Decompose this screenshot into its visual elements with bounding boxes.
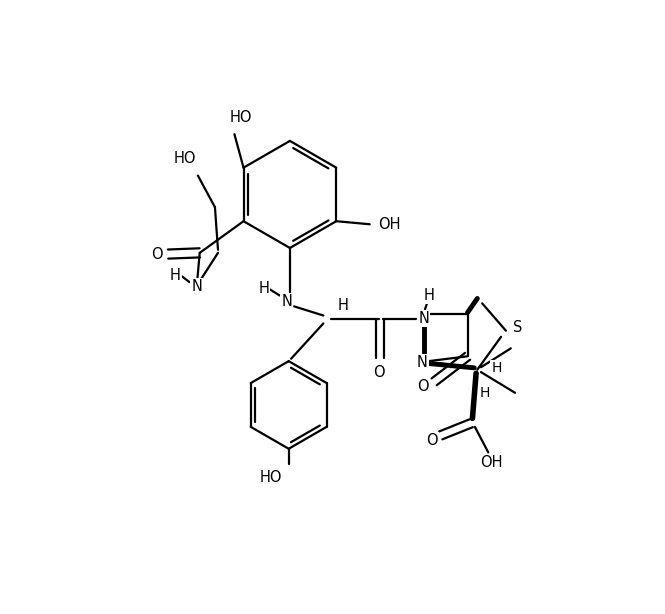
Text: O: O — [152, 247, 163, 262]
Text: H: H — [338, 298, 349, 313]
Text: OH: OH — [480, 455, 503, 470]
Text: N: N — [281, 294, 293, 309]
Text: HO: HO — [229, 111, 252, 125]
Text: OH: OH — [378, 217, 401, 231]
Text: N: N — [417, 355, 428, 370]
Text: HO: HO — [174, 151, 196, 166]
Text: S: S — [513, 320, 523, 335]
Text: H: H — [479, 386, 490, 400]
Text: N: N — [418, 311, 429, 326]
Text: O: O — [373, 365, 384, 379]
Text: H: H — [491, 361, 502, 375]
Text: O: O — [418, 379, 429, 394]
Text: H: H — [170, 268, 181, 283]
Text: H: H — [258, 281, 269, 295]
Text: N: N — [192, 279, 202, 294]
Text: H: H — [423, 288, 434, 303]
Text: O: O — [426, 433, 438, 448]
Text: HO: HO — [259, 470, 282, 485]
